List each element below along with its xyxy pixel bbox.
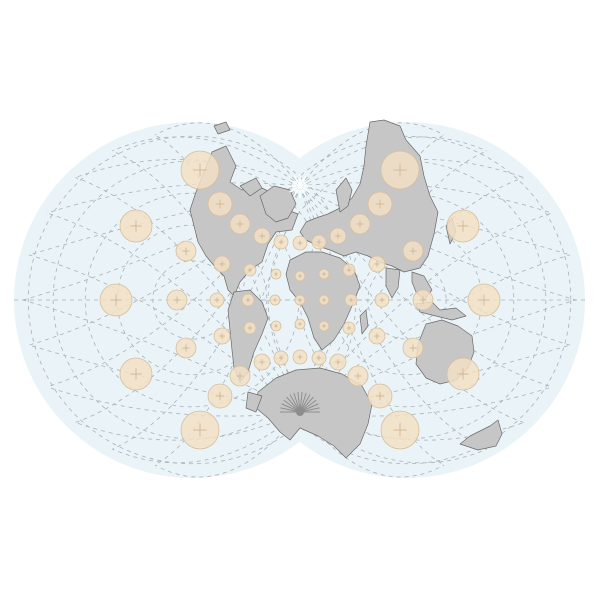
graticule-meridian [299, 185, 577, 301]
madagascar-island [359, 309, 369, 335]
tissot-indicatrix [318, 320, 330, 332]
pole-ray [289, 179, 301, 187]
graticule-meridian [299, 182, 553, 214]
tissot-indicatrix [269, 294, 281, 306]
graticule-meridian [299, 185, 553, 388]
graticule-parallel [299, 192, 515, 408]
tissot-indicatrix [329, 353, 347, 371]
graticule-meridian [46, 212, 301, 413]
graticule-meridian [299, 185, 487, 450]
tissot-indicatrix [207, 191, 233, 217]
pole-ray [293, 175, 301, 187]
tissot-indicatrix [292, 349, 308, 365]
tissot-indicatrix [329, 227, 347, 245]
tissot-indicatrix [342, 263, 356, 277]
tissot-indicatrix [380, 410, 420, 450]
tissot-indicatrix [180, 150, 220, 190]
tissot-indicatrix [180, 410, 220, 450]
graticule-meridian [28, 185, 301, 346]
tissot-indicatrix [294, 294, 306, 306]
graticule-meridian [112, 185, 301, 450]
tissot-indicatrix [367, 383, 393, 409]
tissot-indicatrix [311, 234, 327, 250]
graticule-meridian [299, 122, 445, 187]
graticule-meridian [299, 185, 445, 466]
pole-ray [299, 175, 307, 187]
greenland-landmass [259, 185, 297, 223]
graticule-meridian [299, 411, 487, 464]
tissot-indicatrix [273, 350, 289, 366]
tissot-indicatrix [374, 292, 390, 308]
tissot-indicatrix [213, 255, 231, 273]
tissot-indicatrix [349, 213, 371, 235]
tissot-indicatrix [412, 289, 434, 311]
tissot-indicatrix [99, 283, 133, 317]
graticule-meridian [299, 150, 487, 413]
tissot-indicatrix [446, 357, 480, 391]
tissot-indicatrix [270, 320, 282, 332]
tissot-indicatrix-layer [99, 150, 501, 450]
tissot-indicatrix [446, 209, 480, 243]
tissot-indicatrix [243, 263, 257, 277]
tissot-indicatrix [229, 213, 251, 235]
pole-ray [293, 185, 301, 197]
arctic-islands [213, 121, 263, 197]
tissot-indicatrix [213, 327, 231, 345]
tissot-indicatrix [347, 365, 369, 387]
antarctic-peninsula [245, 391, 263, 413]
new-zealand-islands [459, 419, 503, 451]
south-pole-point [296, 408, 304, 416]
tissot-indicatrix [119, 209, 153, 243]
tissot-indicatrix [294, 318, 306, 330]
tissot-indicatrix [243, 321, 257, 335]
graticule-meridian [154, 185, 301, 466]
graticule-meridian [112, 411, 301, 464]
pole-ray [289, 185, 301, 193]
tissot-indicatrix [209, 292, 225, 308]
tissot-indicatrix [175, 240, 197, 262]
graticule-meridian [112, 136, 301, 187]
tissot-indicatrix [467, 283, 501, 317]
tissot-indicatrix [318, 294, 330, 306]
tissot-indicatrix [368, 255, 386, 273]
tissot-indicatrix [368, 327, 386, 345]
tissot-indicatrix [119, 357, 153, 391]
tissot-indicatrix [207, 383, 233, 409]
tissot-indicatrix [344, 293, 358, 307]
tissot-indicatrix [270, 268, 282, 280]
tissot-indicatrix [318, 268, 330, 280]
pole-ray [299, 185, 311, 193]
pole-ray [299, 185, 307, 197]
graticule-meridian [46, 182, 301, 214]
tissot-indicatrix [273, 234, 289, 250]
tissot-indicatrix [292, 235, 308, 251]
tissot-indicatrix [294, 270, 306, 282]
antarctica-landmass [255, 367, 373, 459]
tissot-indicatrix [402, 337, 424, 359]
tissot-indicatrix [166, 289, 188, 311]
tissot-indicatrix [342, 321, 356, 335]
tissot-indicatrix [175, 337, 197, 359]
tissot-indicatrix [253, 353, 271, 371]
tissot-indicatrix [241, 293, 255, 307]
pole-fan-south [280, 392, 320, 416]
scandinavia-landmass [335, 177, 353, 213]
india-peninsula [385, 267, 401, 299]
tissot-indicatrix [229, 365, 251, 387]
pole-ray [299, 179, 311, 187]
tissot-indicatrix [380, 150, 420, 190]
graticule-meridian [75, 411, 301, 441]
pole-star-north [288, 174, 312, 198]
tissot-indicatrix [253, 227, 271, 245]
tissot-indicatrix [311, 350, 327, 366]
graticule-meridian [154, 122, 301, 187]
tissot-indicatrix [402, 240, 424, 262]
graticule-meridian [112, 150, 301, 413]
tissot-indicatrix [367, 191, 393, 217]
